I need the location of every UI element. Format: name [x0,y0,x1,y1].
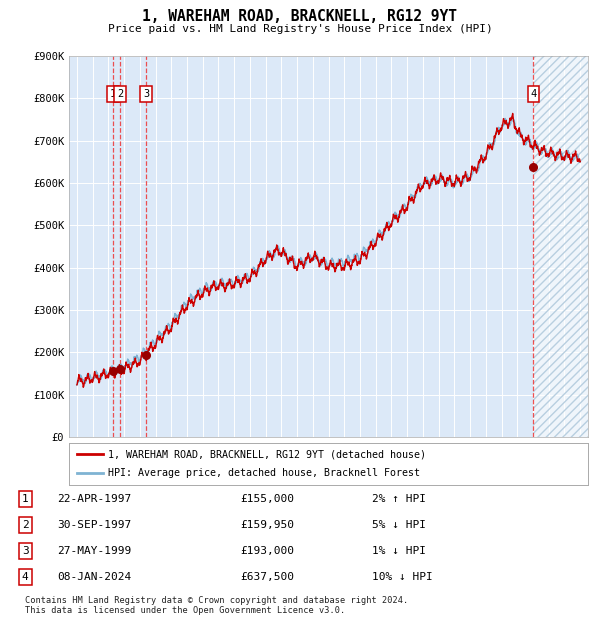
1, WAREHAM ROAD, BRACKNELL, RG12 9YT (detached house) [567,158,574,166]
Bar [533,56,588,437]
HPI: Average price, detached house, Bracknell Forest: (2e+03, 1.9e+05): Average price, detached house, Bracknell… [131,353,138,360]
Text: 4: 4 [530,89,536,99]
Text: 10% ↓ HPI: 10% ↓ HPI [372,572,433,582]
Text: 3: 3 [143,89,149,99]
Text: 30-SEP-1997: 30-SEP-1997 [57,520,131,530]
Text: 2% ↑ HPI: 2% ↑ HPI [372,494,426,504]
Text: 3: 3 [22,546,29,556]
Text: £637,500: £637,500 [240,572,294,582]
Text: 4: 4 [22,572,29,582]
Text: £193,000: £193,000 [240,546,294,556]
Line: HPI: Average price, detached house, Bracknell Forest: HPI: Average price, detached house, Brac… [77,117,580,385]
Text: Contains HM Land Registry data © Crown copyright and database right 2024.
This d: Contains HM Land Registry data © Crown c… [25,596,409,615]
HPI: Average price, detached house, Bracknell Forest: (2e+03, 2.42e+05): Average price, detached house, Bracknell… [161,330,168,338]
HPI: Average price, detached house, Bracknell Forest: (2.03e+03, 6.5e+05): Average price, detached house, Bracknell… [577,158,584,166]
Text: 1, WAREHAM ROAD, BRACKNELL, RG12 9YT: 1, WAREHAM ROAD, BRACKNELL, RG12 9YT [143,9,458,24]
Text: 22-APR-1997: 22-APR-1997 [57,494,131,504]
HPI: Average price, detached house, Bracknell Forest: (2.02e+03, 7.57e+05): Average price, detached house, Bracknell… [508,113,515,120]
Text: 2: 2 [22,520,29,530]
Text: 5% ↓ HPI: 5% ↓ HPI [372,520,426,530]
1, WAREHAM ROAD, BRACKNELL, RG12 9YT (detached house) [266,251,274,259]
HPI: Average price, detached house, Bracknell Forest: (2e+03, 1.23e+05): Average price, detached house, Bracknell… [73,381,80,389]
Text: 1% ↓ HPI: 1% ↓ HPI [372,546,426,556]
HPI: Average price, detached house, Bracknell Forest: (2.02e+03, 7.2e+05): Average price, detached house, Bracknell… [512,128,520,136]
1, WAREHAM ROAD, BRACKNELL, RG12 9YT (detached house) [131,358,138,366]
HPI: Average price, detached house, Bracknell Forest: (2.01e+03, 4.25e+05): Average price, detached house, Bracknell… [288,254,295,261]
Line: 1, WAREHAM ROAD, BRACKNELL, RG12 9YT (detached house): 1, WAREHAM ROAD, BRACKNELL, RG12 9YT (de… [77,113,580,388]
1, WAREHAM ROAD, BRACKNELL, RG12 9YT (detached house) [509,110,516,117]
Text: HPI: Average price, detached house, Bracknell Forest: HPI: Average price, detached house, Brac… [108,469,420,479]
1, WAREHAM ROAD, BRACKNELL, RG12 9YT (detached house) [73,381,80,389]
Bar [533,56,588,437]
HPI: Average price, detached house, Bracknell Forest: (2.03e+03, 6.6e+05): Average price, detached house, Bracknell… [567,154,574,161]
Text: £155,000: £155,000 [240,494,294,504]
Text: 08-JAN-2024: 08-JAN-2024 [57,572,131,582]
1, WAREHAM ROAD, BRACKNELL, RG12 9YT (detached house) [513,126,520,133]
1, WAREHAM ROAD, BRACKNELL, RG12 9YT (detached house) [577,158,584,166]
Text: 2: 2 [117,89,123,99]
Text: 1, WAREHAM ROAD, BRACKNELL, RG12 9YT (detached house): 1, WAREHAM ROAD, BRACKNELL, RG12 9YT (de… [108,449,426,459]
Text: 27-MAY-1999: 27-MAY-1999 [57,546,131,556]
Text: £159,950: £159,950 [240,520,294,530]
1, WAREHAM ROAD, BRACKNELL, RG12 9YT (detached house) [161,329,168,337]
Text: 1: 1 [110,89,116,99]
1, WAREHAM ROAD, BRACKNELL, RG12 9YT (detached house) [288,255,295,263]
Text: 1: 1 [22,494,29,504]
1, WAREHAM ROAD, BRACKNELL, RG12 9YT (detached house) [80,384,87,391]
Text: Price paid vs. HM Land Registry's House Price Index (HPI): Price paid vs. HM Land Registry's House … [107,24,493,33]
HPI: Average price, detached house, Bracknell Forest: (2.01e+03, 4.38e+05): Average price, detached house, Bracknell… [266,248,274,255]
